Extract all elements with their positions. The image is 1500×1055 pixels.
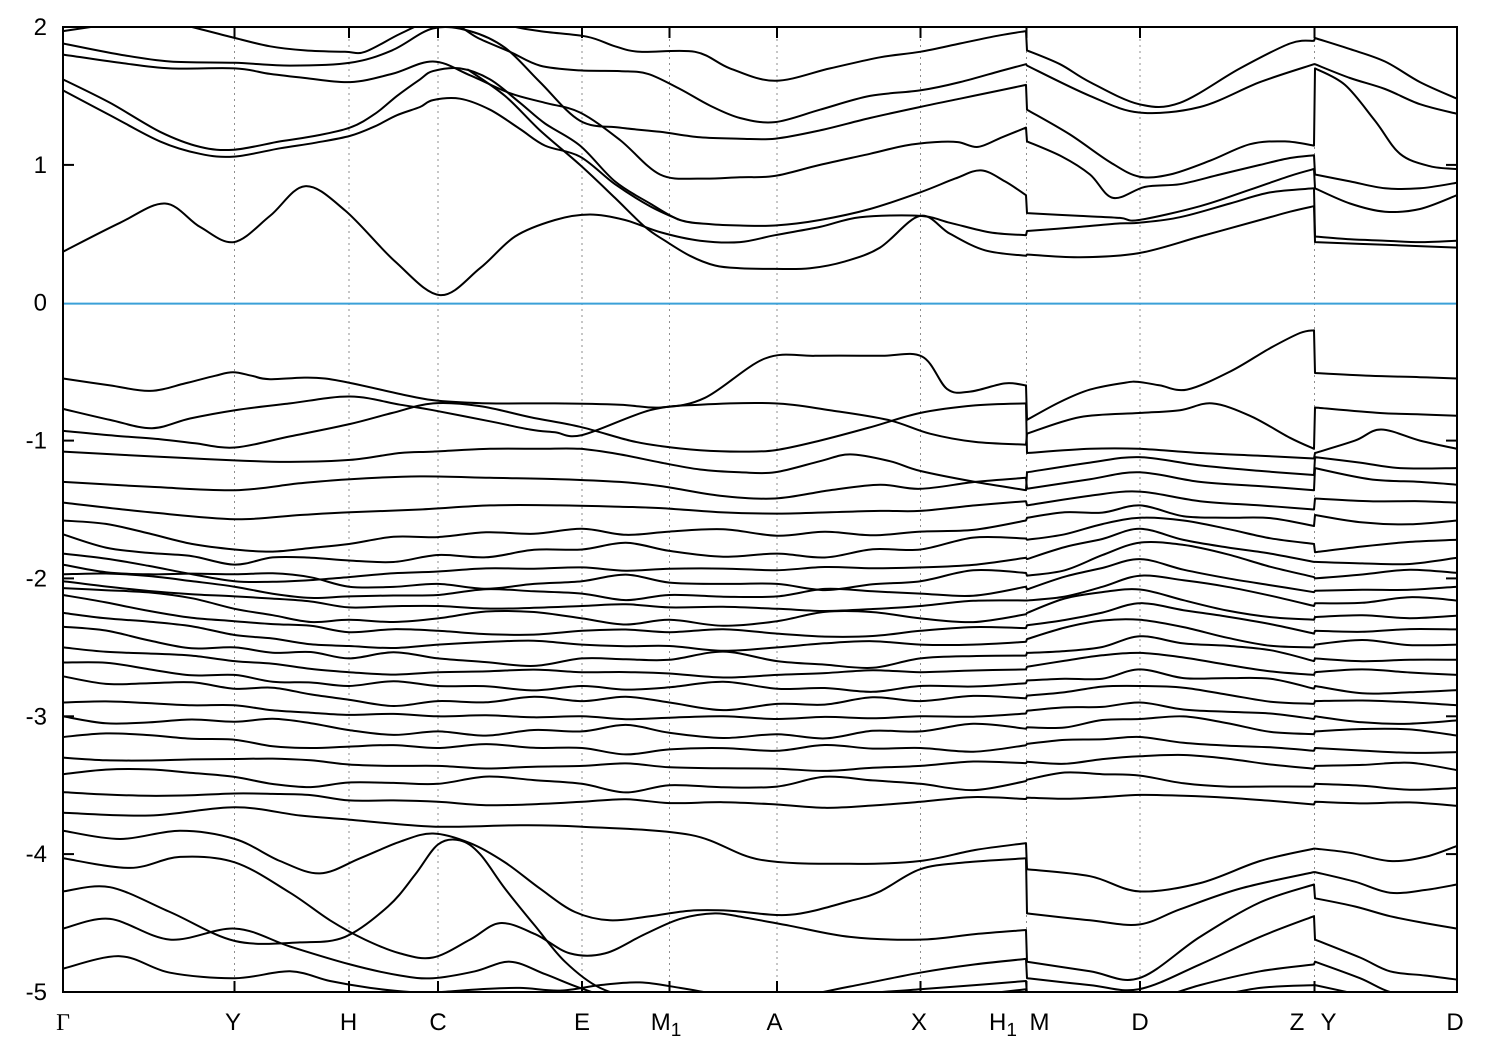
svg-text:Y: Y xyxy=(225,1009,241,1036)
svg-text:A: A xyxy=(766,1009,782,1036)
svg-text:-3: -3 xyxy=(26,703,47,730)
svg-text:D: D xyxy=(1131,1009,1148,1036)
svg-text:-4: -4 xyxy=(26,841,47,868)
svg-text:0: 0 xyxy=(34,290,47,317)
svg-text:D: D xyxy=(1446,1009,1463,1036)
svg-text:1: 1 xyxy=(34,152,47,179)
svg-text:Γ: Γ xyxy=(56,1010,70,1036)
svg-text:-5: -5 xyxy=(26,979,47,1006)
svg-text:E: E xyxy=(574,1009,590,1036)
svg-text:2: 2 xyxy=(34,14,47,41)
svg-text:C: C xyxy=(429,1009,446,1036)
svg-text:-2: -2 xyxy=(26,565,47,592)
svg-text:X: X xyxy=(911,1009,927,1036)
svg-text:-1: -1 xyxy=(26,428,47,455)
svg-text:Z: Z xyxy=(1290,1009,1305,1036)
svg-text:H: H xyxy=(340,1009,357,1036)
svg-text:Y: Y xyxy=(1320,1009,1336,1036)
svg-text:M: M xyxy=(1030,1009,1050,1036)
